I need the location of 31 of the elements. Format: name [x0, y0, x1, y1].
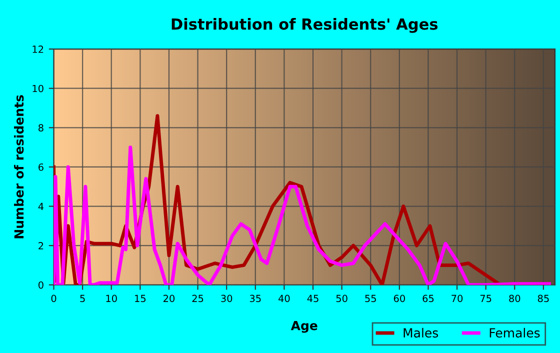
x-tick-label: 60 — [394, 294, 405, 302]
legend-label: Females — [490, 328, 540, 338]
x-tick-label: 85 — [538, 294, 549, 302]
x-tick-label: 40 — [278, 294, 290, 302]
x-tick-label: 35 — [250, 294, 261, 302]
y-tick-label: 8 — [38, 124, 44, 132]
x-tick-label: 20 — [164, 294, 175, 302]
x-tick-label: 0 — [51, 294, 56, 302]
x-tick-label: 25 — [192, 294, 204, 302]
y-axis-title: Number of residents — [14, 95, 24, 238]
x-tick-label: 75 — [480, 294, 492, 302]
x-tick-label: 30 — [221, 294, 232, 302]
x-tick-label: 50 — [336, 294, 348, 302]
x-tick-label: 65 — [422, 294, 434, 302]
x-axis-title: Age — [290, 320, 318, 333]
x-tick-label: 10 — [106, 294, 117, 302]
y-tick-label: 6 — [38, 163, 44, 171]
x-tick-label: 15 — [135, 294, 146, 302]
y-tick-label: 2 — [38, 242, 44, 250]
x-tick-label: 45 — [307, 294, 318, 302]
chart-title: Distribution of Residents' Ages — [172, 18, 438, 33]
x-tick-label: 70 — [452, 294, 463, 302]
y-tick-label: 12 — [32, 46, 44, 53]
line-series — [54, 146, 551, 285]
y-tick-label: 4 — [38, 202, 44, 210]
y-tick-label: 0 — [38, 281, 44, 289]
x-tick-label: 5 — [80, 294, 85, 302]
x-tick-label: 55 — [365, 294, 376, 302]
y-tick-label: 10 — [32, 84, 44, 92]
x-tick-label: 80 — [509, 294, 520, 302]
legend-label: Males — [404, 328, 438, 338]
